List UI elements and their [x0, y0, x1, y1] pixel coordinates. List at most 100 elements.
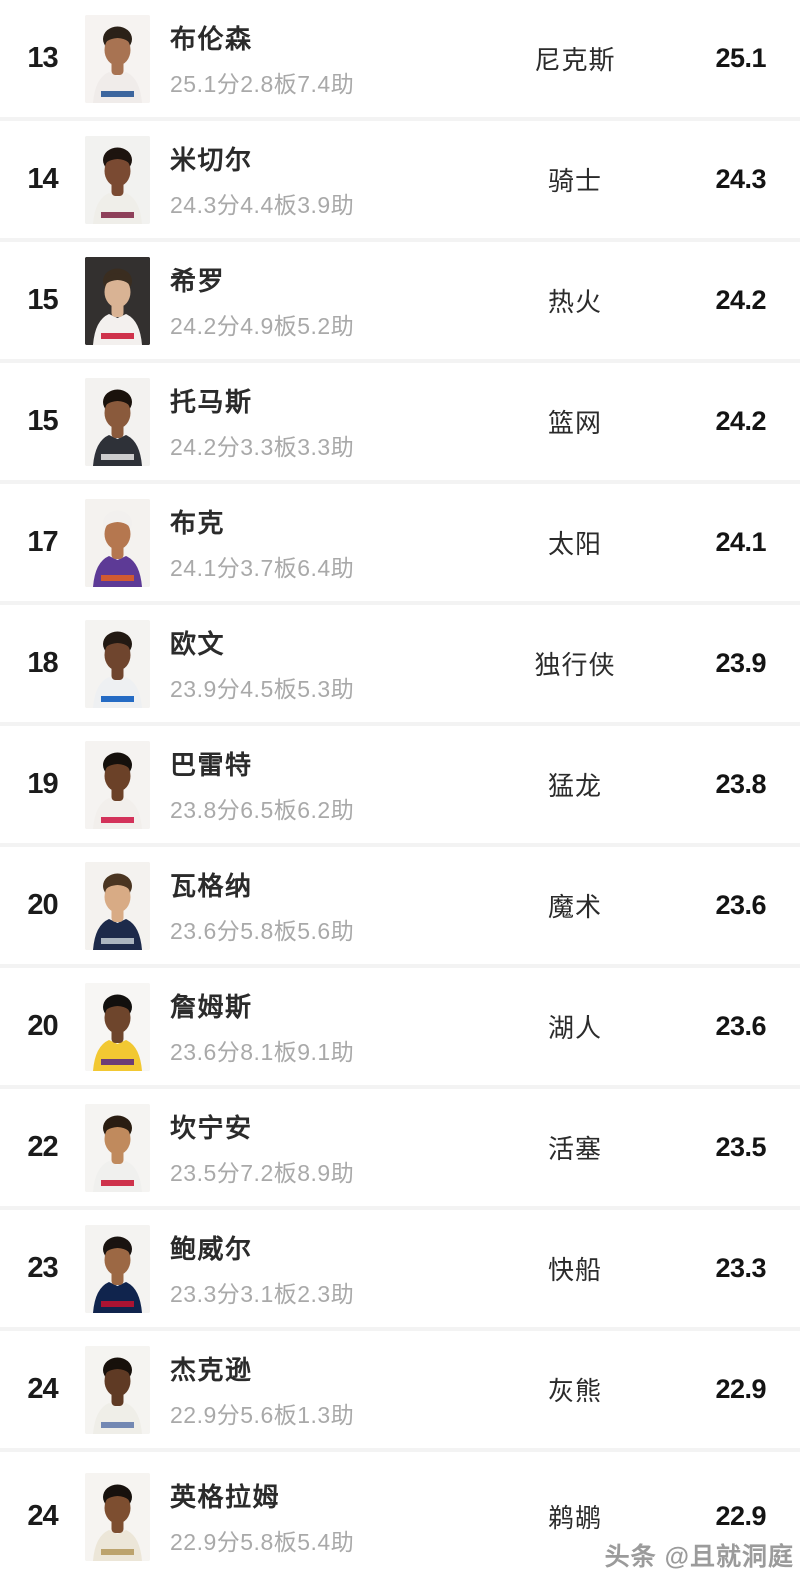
- team-name: 篮网: [547, 408, 602, 438]
- rank-label: 14: [27, 163, 58, 195]
- score-value: 23.5: [715, 1132, 766, 1162]
- player-name: 布克: [170, 507, 226, 538]
- player-photo: [85, 1345, 150, 1434]
- score-value: 24.2: [715, 406, 766, 436]
- player-name: 瓦格纳: [170, 870, 253, 901]
- team-name: 魔术: [547, 892, 602, 922]
- player-stats: 23.6分8.1板9.1助: [170, 1038, 355, 1065]
- player-avatar-icon: [85, 498, 150, 587]
- rank-label: 19: [27, 768, 58, 800]
- team-name: 独行侠: [534, 650, 616, 680]
- rank-label: 18: [27, 647, 58, 679]
- player-row[interactable]: 14 米切尔 24.3分4.4板3.9助 骑士 24.3: [0, 121, 800, 242]
- rank-label: 20: [27, 889, 58, 921]
- player-row[interactable]: 15 托马斯 24.2分3.3板3.3助 篮网 24.2: [0, 363, 800, 484]
- player-avatar-icon: [85, 619, 150, 708]
- rank-label: 15: [27, 284, 58, 316]
- player-info: 巴雷特 23.8分6.5板6.2助: [170, 745, 354, 825]
- score-value: 22.9: [715, 1501, 766, 1531]
- score-value: 25.1: [715, 43, 766, 73]
- player-photo: [85, 377, 150, 466]
- player-row[interactable]: 24 英格拉姆 22.9分5.8板5.4助 鹈鹕 22.9: [0, 1452, 800, 1581]
- rank-label: 24: [27, 1500, 58, 1532]
- player-photo: [85, 14, 150, 103]
- rank-label: 24: [27, 1373, 58, 1405]
- player-photo: [85, 1224, 150, 1313]
- watermark: 头条 @且就洞庭: [604, 1543, 794, 1571]
- player-avatar-icon: [85, 1472, 150, 1561]
- player-row[interactable]: 22 坎宁安 23.5分7.2板8.9助 活塞 23.5: [0, 1089, 800, 1210]
- player-stats: 23.6分5.8板5.6助: [170, 917, 355, 944]
- player-avatar-icon: [85, 14, 150, 103]
- player-row[interactable]: 20 瓦格纳 23.6分5.8板5.6助 魔术 23.6: [0, 847, 800, 968]
- score-value: 24.1: [715, 527, 766, 557]
- score-value: 24.3: [715, 164, 766, 194]
- score-value: 23.8: [715, 769, 766, 799]
- score-value: 23.6: [715, 890, 766, 920]
- team-name: 猛龙: [547, 771, 602, 801]
- player-stats: 22.9分5.8板5.4助: [170, 1528, 355, 1555]
- player-name: 米切尔: [170, 144, 253, 175]
- rank-label: 13: [27, 42, 58, 74]
- player-avatar-icon: [85, 982, 150, 1071]
- rank-label: 22: [27, 1131, 58, 1163]
- player-row[interactable]: 19 巴雷特 23.8分6.5板6.2助 猛龙 23.8: [0, 726, 800, 847]
- score-value: 23.6: [715, 1011, 766, 1041]
- player-row[interactable]: 17 布克 24.1分3.7板6.4助 太阳 24.1: [0, 484, 800, 605]
- player-stats: 23.9分4.5板5.3助: [170, 675, 355, 702]
- player-info: 米切尔 24.3分4.4板3.9助: [170, 140, 354, 220]
- player-avatar-icon: [85, 1345, 150, 1434]
- player-avatar-icon: [85, 135, 150, 224]
- player-name: 欧文: [170, 628, 226, 659]
- player-row[interactable]: 15 希罗 24.2分4.9板5.2助 热火 24.2: [0, 242, 800, 363]
- player-name: 杰克逊: [170, 1354, 253, 1385]
- player-avatar-icon: [85, 861, 150, 950]
- player-name: 托马斯: [170, 386, 253, 417]
- player-info: 坎宁安 23.5分7.2板8.9助: [170, 1108, 354, 1188]
- player-photo: [85, 619, 150, 708]
- player-name: 希罗: [170, 265, 226, 296]
- player-info: 詹姆斯 23.6分8.1板9.1助: [170, 987, 354, 1067]
- player-row[interactable]: 18 欧文 23.9分4.5板5.3助 独行侠 23.9: [0, 605, 800, 726]
- player-stats: 23.5分7.2板8.9助: [170, 1159, 355, 1186]
- player-avatar-icon: [85, 256, 150, 345]
- player-photo: [85, 982, 150, 1071]
- player-info: 英格拉姆 22.9分5.8板5.4助: [170, 1477, 354, 1557]
- team-name: 灰熊: [547, 1376, 602, 1406]
- team-name: 尼克斯: [534, 45, 616, 75]
- score-value: 23.3: [715, 1253, 766, 1283]
- player-avatar-icon: [85, 1103, 150, 1192]
- player-photo: [85, 1472, 150, 1561]
- score-value: 22.9: [715, 1374, 766, 1404]
- player-stats: 24.3分4.4板3.9助: [170, 191, 355, 218]
- rank-label: 20: [27, 1010, 58, 1042]
- team-name: 鹈鹕: [547, 1503, 602, 1533]
- player-info: 瓦格纳 23.6分5.8板5.6助: [170, 866, 354, 946]
- score-value: 24.2: [715, 285, 766, 315]
- player-avatar-icon: [85, 1224, 150, 1313]
- score-value: 23.9: [715, 648, 766, 678]
- player-avatar-icon: [85, 377, 150, 466]
- player-row[interactable]: 24 杰克逊 22.9分5.6板1.3助 灰熊 22.9: [0, 1331, 800, 1452]
- player-photo: [85, 1103, 150, 1192]
- player-info: 布克 24.1分3.7板6.4助: [170, 503, 354, 583]
- player-photo: [85, 135, 150, 224]
- player-photo: [85, 256, 150, 345]
- player-photo: [85, 861, 150, 950]
- player-row[interactable]: 23 鲍威尔 23.3分3.1板2.3助 快船 23.3: [0, 1210, 800, 1331]
- team-name: 骑士: [547, 166, 602, 196]
- player-stats: 24.2分4.9板5.2助: [170, 312, 355, 339]
- player-info: 杰克逊 22.9分5.6板1.3助: [170, 1350, 354, 1430]
- player-name: 鲍威尔: [170, 1233, 253, 1264]
- team-name: 快船: [547, 1255, 602, 1285]
- rank-label: 23: [27, 1252, 58, 1284]
- player-stats: 23.3分3.1板2.3助: [170, 1280, 355, 1307]
- team-name: 太阳: [547, 529, 602, 559]
- player-name: 英格拉姆: [170, 1481, 281, 1512]
- player-stats: 23.8分6.5板6.2助: [170, 796, 355, 823]
- player-row[interactable]: 13 布伦森 25.1分2.8板7.4助 尼克斯 25.1: [0, 0, 800, 121]
- player-name: 巴雷特: [170, 749, 253, 780]
- player-row[interactable]: 20 詹姆斯 23.6分8.1板9.1助 湖人 23.6: [0, 968, 800, 1089]
- player-name: 坎宁安: [170, 1112, 253, 1143]
